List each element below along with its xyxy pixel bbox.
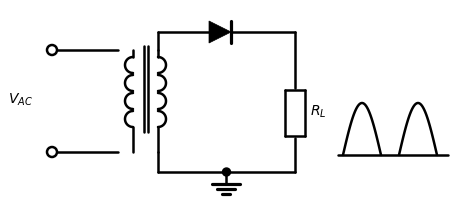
Polygon shape bbox=[209, 21, 231, 43]
Circle shape bbox=[222, 168, 230, 176]
Text: $R_L$: $R_L$ bbox=[310, 104, 327, 120]
Text: $V_{AC}$: $V_{AC}$ bbox=[8, 92, 32, 108]
